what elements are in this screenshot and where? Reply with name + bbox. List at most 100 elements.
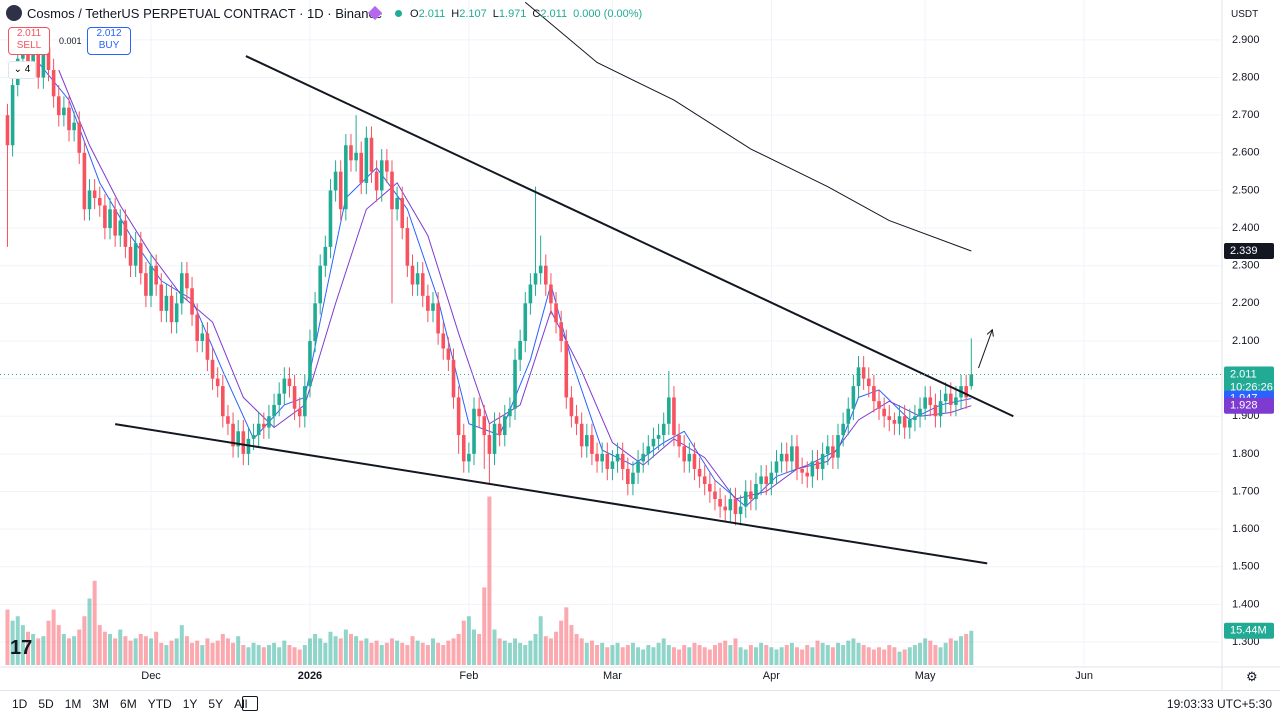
candle-body [615,453,620,462]
range-button[interactable]: All [234,697,248,711]
volume-bar [846,640,851,665]
candle-body [472,408,476,454]
candle-body [938,401,943,417]
candle-body [303,386,307,417]
range-button[interactable]: YTD [147,697,172,711]
range-button[interactable]: 6M [120,697,137,711]
volume-bar [425,645,430,665]
volume-bar [738,647,743,665]
volume-bar [943,642,948,665]
candle-body [897,416,902,424]
volume-bar [231,642,236,665]
x-tick-label: Feb [459,670,478,682]
volume-bar [882,649,887,665]
volume-bar [707,649,712,665]
volume-bar [759,642,764,665]
candle-body [67,107,71,131]
currency[interactable]: USDT [1231,9,1259,20]
candle-body [841,423,845,436]
volume-bar [369,642,374,665]
volume-bar [251,642,256,665]
volume-bar [302,645,307,665]
range-button[interactable]: 1Y [182,697,198,711]
volume-bar [61,633,66,665]
volume-bar [692,642,697,665]
volume-bar [764,645,769,665]
trendline [978,329,993,369]
candle-body [374,171,379,191]
candle-body [774,461,779,473]
candle-body [77,122,82,153]
volume-bar [656,642,661,665]
volume-bar [861,645,866,665]
volume-bar [77,629,82,665]
volume-bar [538,616,543,665]
volume-bar [323,642,328,665]
volume-bar [953,640,958,665]
candle-body [882,408,886,417]
indicator-toggle[interactable]: ⌄ 4 [8,61,36,79]
range-button[interactable]: 1M [64,697,82,711]
settings-icon[interactable]: ⚙ [1246,669,1258,684]
y-tick-label: 2.700 [1232,109,1260,121]
volume-bar [72,636,77,665]
candle-body [333,171,338,191]
symbol-title[interactable]: Cosmos / TetherUS PERPETUAL CONTRACT · 1… [27,6,383,21]
volume-bar [671,647,676,665]
arrow-head [986,328,994,337]
volume-bar [636,647,641,665]
candle-body [87,190,92,210]
volume-bar [415,640,420,665]
candle-body [861,367,866,379]
candle-body [728,499,733,511]
brand-logo: 17 [10,637,33,659]
candle-body [626,468,630,484]
candle-body [179,273,184,304]
volume-bar [97,625,102,665]
volume-bar [410,636,415,665]
volume-bar [236,636,241,665]
volume-bar [456,633,461,665]
candle-body [390,171,394,210]
candle-body [836,435,840,458]
candle-body [205,333,210,360]
candle-body [708,483,712,492]
volume-bar [820,642,825,665]
candle-body [687,453,692,462]
volume-bar [502,640,507,665]
range-button[interactable]: 1D [12,697,28,711]
range-button[interactable]: 3M [92,697,110,711]
candle-body [672,397,676,436]
candle-body [913,416,917,420]
candle-body [743,491,748,507]
candle-body [256,423,261,436]
candle-body [446,348,451,360]
volume-bar [497,638,502,665]
candle-body [103,205,107,229]
sell-button[interactable]: 2.011 SELL [8,27,50,55]
candle-body [492,423,497,454]
volume-bar [641,649,646,665]
candle-body [610,461,615,469]
range-button[interactable]: 5D [38,697,54,711]
volume-bar [246,647,251,665]
range-button[interactable]: 5Y [208,697,224,711]
candle-body [543,265,548,285]
volume-bar [554,631,559,665]
volume-bar [907,647,912,665]
volume-bar [159,642,164,665]
volume-bar [620,647,625,665]
indicator-count: 4 [24,64,31,75]
volume-bar [892,647,897,665]
y-tick-label: 1.400 [1232,598,1260,610]
date-range-icon[interactable] [242,696,258,711]
candle-body [262,423,266,428]
candle-body [779,453,784,462]
clock[interactable]: 19:03:33 UTC+5:30 [1166,697,1272,711]
buy-button[interactable]: 2.012 BUY [87,27,131,55]
candle-body [702,476,707,484]
candle-body [241,431,246,454]
ohlc-key: L [492,8,499,20]
candle-body [692,453,697,469]
volume-bar [559,620,564,665]
